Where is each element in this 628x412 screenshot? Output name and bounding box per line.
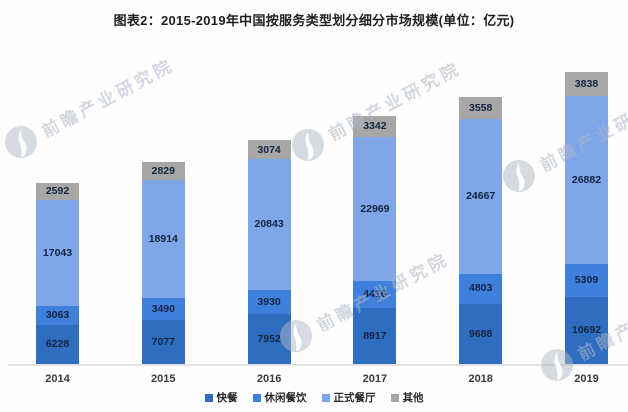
bar-segment-休闲餐饮: 4416 [353,280,397,309]
bar-segment-正式餐厅: 17043 [36,199,79,307]
bar-segment-正式餐厅: 18914 [141,179,185,299]
stacked-bar: 3074 20843 3930 7952 [247,140,291,364]
bar-segment-休闲餐饮: 3063 [36,306,79,326]
segment-value-label: 3558 [469,101,493,114]
legend-item-快餐: 快餐 [204,390,238,405]
segment-value-label: 2592 [45,185,70,198]
segment-value-label: 18914 [148,232,178,245]
bar-segment-正式餐厅: 22969 [353,137,397,281]
chart-title: 图表2：2015-2019年中国按服务类型划分细分市场规模(单位：亿元) [113,13,515,28]
bar-column-2019: 3838 26882 5309 10692 2019 [564,72,608,385]
segment-value-label: 9688 [469,327,493,340]
segment-value-label: 24667 [466,190,496,203]
segment-value-label: 8917 [363,329,387,342]
legend-label: 休闲餐饮 [264,392,307,404]
bar-segment-其他: 2829 [141,162,185,180]
legend-label: 其他 [402,392,424,404]
bar-segment-正式餐厅: 20843 [247,159,291,290]
bar-segment-快餐: 8917 [353,308,397,364]
segment-value-label: 26882 [571,173,602,186]
segment-value-label: 3838 [574,77,599,90]
stacked-bar: 2592 17043 3063 6228 [36,183,79,364]
bar-segment-其他: 3074 [247,140,291,160]
stacked-bar: 2829 18914 3490 7077 [141,162,185,364]
bar-segment-快餐: 7077 [141,319,185,364]
legend-item-正式餐厅: 正式餐厅 [321,390,376,405]
bar-column-2018: 3558 24667 4803 9688 2018 [459,72,503,385]
bar-segment-其他: 3838 [564,72,608,97]
x-axis-line [8,364,628,366]
bar-segment-快餐: 7952 [247,314,291,364]
legend-marker-icon [390,393,399,402]
segment-value-label: 6228 [45,338,70,351]
stacked-bar: 3558 24667 4803 9688 [459,97,503,364]
bar-column-2014: 2592 17043 3063 6228 2014 [36,72,79,385]
segment-value-label: 5309 [574,274,599,287]
bar-segment-休闲餐饮: 4803 [459,273,503,304]
legend-item-休闲餐饮: 休闲餐饮 [252,390,307,405]
segment-value-label: 10692 [571,324,602,337]
segment-value-label: 22969 [360,202,390,215]
x-axis-label: 2019 [574,373,599,385]
legend-marker-icon [204,393,213,402]
bar-segment-其他: 2592 [36,183,79,200]
x-axis-label: 2018 [468,373,493,385]
bar-segment-休闲餐饮: 5309 [564,264,608,298]
bar-segment-其他: 3558 [459,97,503,120]
legend-item-其他: 其他 [390,390,424,405]
segment-value-label: 17043 [42,246,73,259]
segment-value-label: 7952 [257,332,281,345]
stacked-bar: 3838 26882 5309 10692 [564,72,608,364]
segment-value-label: 2829 [151,164,175,177]
bar-segment-正式餐厅: 26882 [564,96,608,265]
segment-value-label: 3490 [151,302,175,315]
legend-marker-icon [252,393,261,402]
legend-label: 快餐 [216,392,238,404]
legend: 快餐 休闲餐饮 正式餐厅 其他 [0,390,628,405]
bar-column-2016: 3074 20843 3930 7952 2016 [247,72,291,385]
bar-segment-休闲餐饮: 3930 [247,289,291,315]
legend-label: 正式餐厅 [333,392,376,404]
x-axis-label: 2015 [151,373,176,385]
segment-value-label: 4416 [363,288,387,301]
bar-column-2015: 2829 18914 3490 7077 2015 [141,72,185,385]
bar-segment-休闲餐饮: 3490 [141,298,185,320]
segment-value-label: 3074 [257,143,281,156]
stacked-bar: 3342 22969 4416 8917 [353,116,397,364]
x-axis-label: 2016 [256,373,282,385]
bar-segment-快餐: 9688 [459,303,503,364]
bar-column-2017: 3342 22969 4416 8917 2017 [353,72,397,385]
segment-value-label: 7077 [151,335,175,348]
bar-segment-快餐: 6228 [36,325,79,364]
segment-value-label: 3063 [45,309,70,322]
segment-value-label: 3342 [363,120,387,133]
plot-area: 2592 17043 3063 6228 2014 2829 18914 3490 7077 20… [36,72,608,385]
segment-value-label: 20843 [254,218,284,231]
x-axis-label: 2017 [362,373,388,385]
legend-marker-icon [321,393,330,402]
segment-value-label: 3930 [257,295,281,308]
bar-segment-快餐: 10692 [564,297,608,364]
bar-segment-正式餐厅: 24667 [459,119,503,274]
x-axis-label: 2014 [45,373,70,385]
segment-value-label: 4803 [469,282,493,295]
bar-segment-其他: 3342 [353,116,397,138]
